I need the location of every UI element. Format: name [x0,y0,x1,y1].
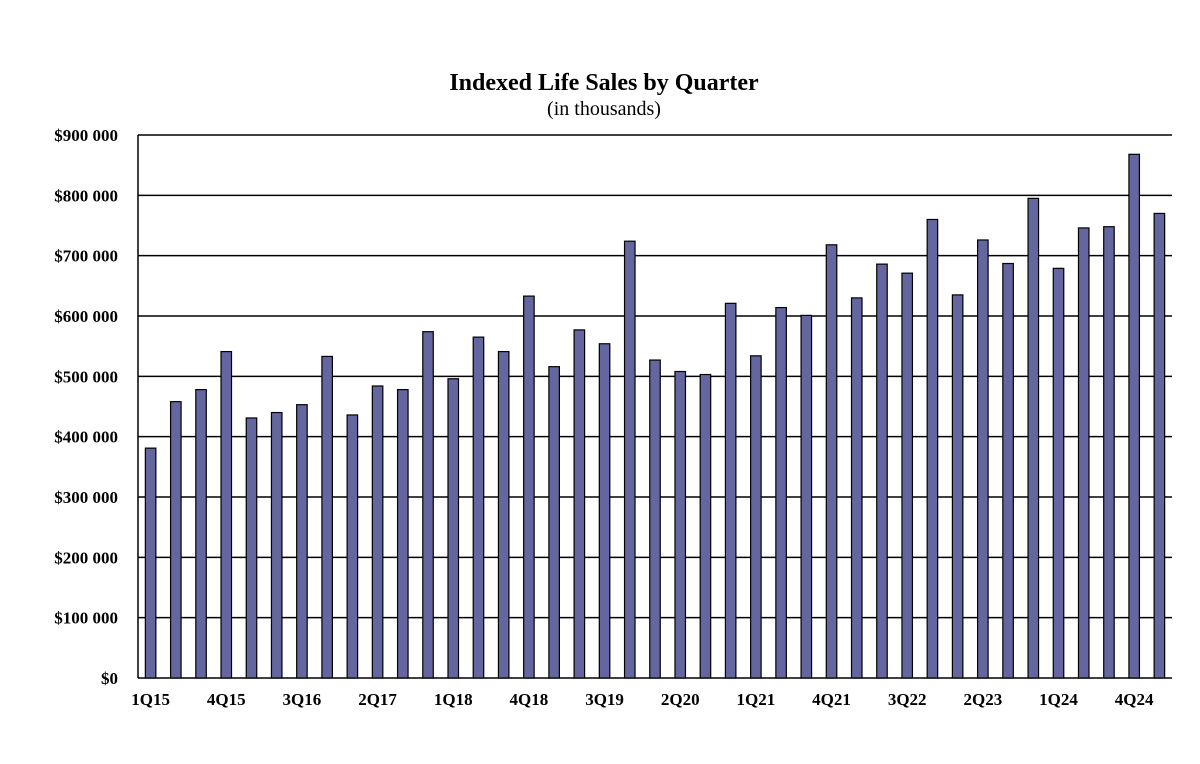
x-tick-label: 2Q17 [358,690,397,709]
x-tick-label: 1Q21 [737,690,776,709]
bar [977,239,989,679]
y-tick-label: $300 000 [54,488,118,507]
bar [169,401,182,679]
bar [195,389,207,679]
y-tick-label: $500 000 [54,367,118,386]
bar [371,385,384,679]
x-axis: 1Q15 4Q15 3Q16 2Q17 1Q18 4Q18 3Q19 2Q20 1Q21 4Q21… [131,690,1154,709]
bar [245,417,258,679]
bar [598,343,611,679]
x-tick-label: 4Q15 [207,690,246,709]
x-tick-label: 4Q24 [1115,690,1154,709]
x-tick-label: 3Q22 [888,690,927,709]
bar [850,297,863,679]
bars [144,153,1166,679]
bar [699,373,712,679]
x-tick-label: 1Q15 [131,690,170,709]
y-tick-label: $900 000 [54,126,118,145]
bar [220,350,233,679]
bar [321,355,333,679]
y-tick-label: $200 000 [54,548,118,567]
bar [1077,227,1090,679]
x-tick-label: 2Q23 [963,690,1002,709]
bar [1128,153,1141,679]
x-tick-label: 4Q21 [812,690,851,709]
bar [447,378,460,679]
bar [901,272,914,679]
bar [270,411,283,679]
bar [1153,212,1166,679]
bar [346,414,359,679]
bar [396,389,409,679]
bar [472,336,485,679]
bar [951,294,964,679]
chart-title: Indexed Life Sales by Quarter [449,70,759,96]
y-tick-label: $700 000 [54,247,118,266]
bar [1027,197,1040,679]
y-tick-label: $0 [101,669,118,688]
bar [422,331,434,679]
x-tick-label: 3Q19 [585,690,624,709]
y-tick-label: $400 000 [54,428,118,447]
x-tick-label: 1Q24 [1039,690,1078,709]
x-tick-label: 1Q18 [434,690,473,709]
bar [724,302,737,679]
bar [775,306,787,679]
bar [523,295,535,679]
bar [800,314,813,679]
chart-subtitle: (in thousands) [547,98,661,120]
x-tick-label: 3Q16 [283,690,322,709]
y-tick-label: $600 000 [54,307,118,326]
bar [1103,226,1115,679]
y-axis: $0 $100 000 $200 000 $300 000 $400 000 $500 0… [54,126,118,688]
bar [750,355,762,679]
bar [876,263,888,679]
x-tick-label: 2Q20 [661,690,700,709]
y-tick-label: $100 000 [54,609,118,628]
bar [623,240,636,679]
bar [1052,267,1065,679]
bar [825,244,838,679]
bar [674,370,687,679]
bar [1002,262,1014,679]
bar [926,218,939,679]
bar [548,366,560,679]
bar [296,404,308,679]
x-tick-label: 4Q18 [510,690,549,709]
bar [144,447,157,679]
bar [573,329,586,679]
y-tick-label: $800 000 [54,186,118,205]
bar [649,359,661,679]
bar [497,350,510,679]
